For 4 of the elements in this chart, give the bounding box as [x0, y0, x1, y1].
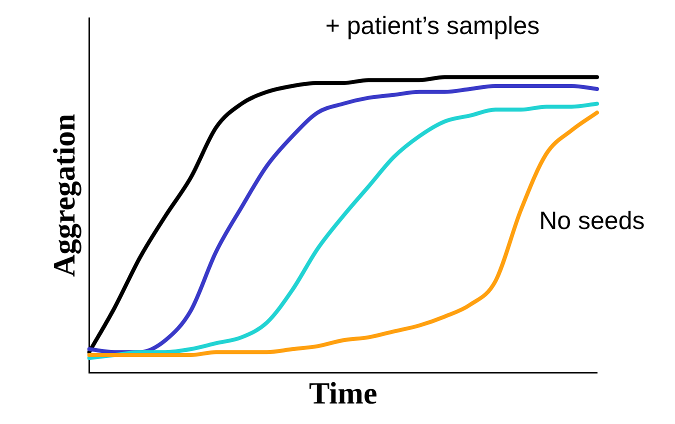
annotation: No seeds	[539, 206, 645, 235]
x-axis-title: Time	[308, 375, 378, 410]
text: + patient’s samples	[325, 12, 540, 40]
y-axis-title: Aggregation	[46, 114, 82, 277]
